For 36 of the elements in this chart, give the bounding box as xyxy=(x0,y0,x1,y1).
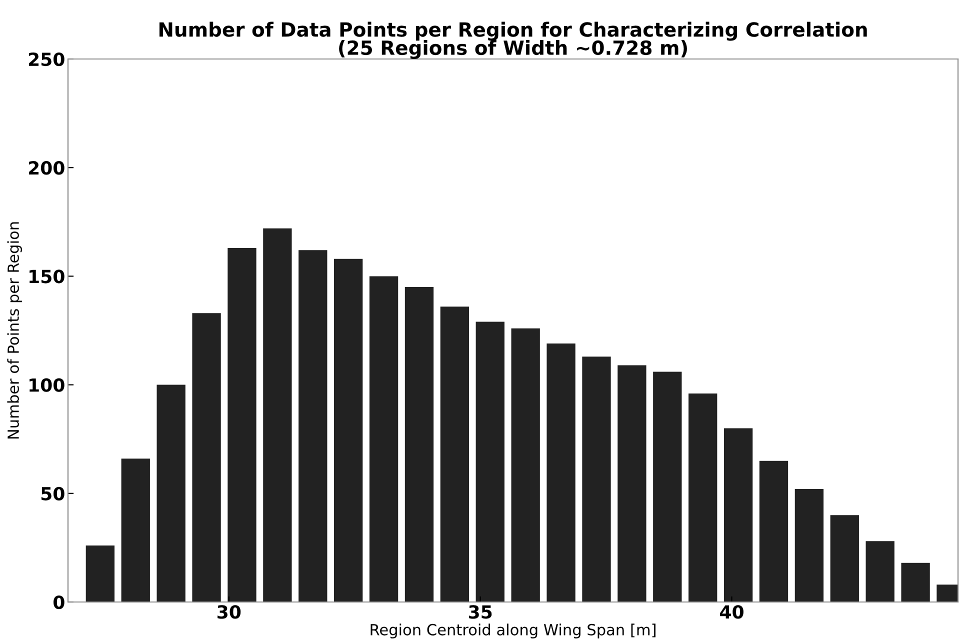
bar xyxy=(582,356,611,602)
bar xyxy=(86,546,115,602)
bar xyxy=(901,562,930,602)
x-tick-label: 35 xyxy=(468,605,492,619)
chart-title: Number of Data Points per Region for Characterizing Correlation (25 Regions of Width ~0.728 m) xyxy=(159,22,867,59)
bar xyxy=(334,258,363,602)
bar xyxy=(228,248,256,602)
bar xyxy=(511,328,540,602)
bar xyxy=(653,372,682,602)
bar xyxy=(440,306,470,602)
bar xyxy=(298,250,328,602)
x-tick-label: 30 xyxy=(218,605,241,619)
bar xyxy=(476,322,504,602)
y-tick-label: 250 xyxy=(28,52,64,66)
bar xyxy=(546,344,576,602)
x-tick-label: 40 xyxy=(720,605,744,619)
bar xyxy=(156,384,186,602)
bar xyxy=(688,393,718,602)
bar xyxy=(830,515,859,602)
x-axis-title: Region Centroid along Wing Span [m] xyxy=(370,624,656,638)
y-tick-label: 50 xyxy=(41,486,64,501)
bar xyxy=(724,428,753,602)
y-tick-label: 0 xyxy=(54,595,64,610)
y-axis-title: Number of Points per Region xyxy=(7,222,22,439)
bar xyxy=(794,489,824,602)
bar xyxy=(263,228,292,602)
bar xyxy=(759,460,788,602)
bar xyxy=(618,365,646,602)
bar xyxy=(866,541,894,602)
bar xyxy=(121,458,150,602)
y-tick-label: 200 xyxy=(28,161,64,175)
bar xyxy=(192,313,221,602)
y-tick-label: 100 xyxy=(30,378,64,392)
bar xyxy=(404,287,434,602)
y-tick-label: 150 xyxy=(30,270,64,284)
bar xyxy=(369,276,398,602)
